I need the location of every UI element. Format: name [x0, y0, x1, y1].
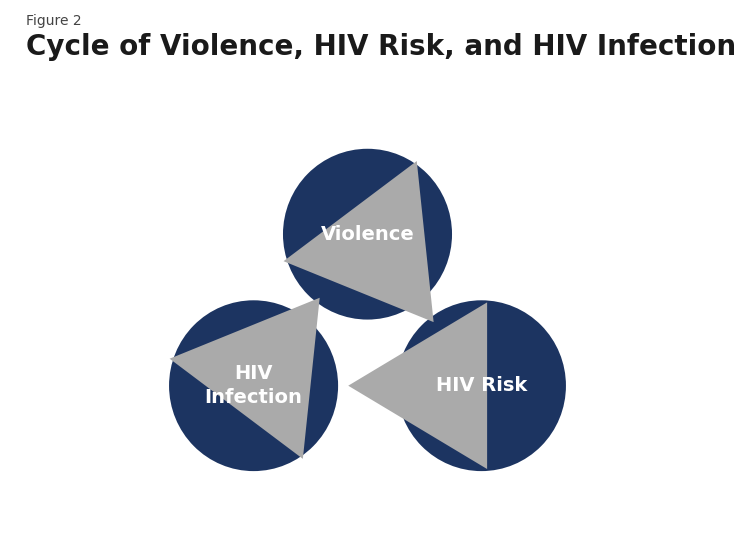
Text: KAISER: KAISER	[642, 484, 692, 497]
Ellipse shape	[397, 300, 566, 471]
Ellipse shape	[169, 300, 338, 471]
Text: HIV Risk: HIV Risk	[436, 376, 527, 395]
Text: FAMILY: FAMILY	[642, 500, 692, 514]
Text: HIV
Infection: HIV Infection	[204, 364, 303, 407]
Ellipse shape	[283, 149, 452, 320]
Text: Figure 2: Figure 2	[26, 14, 82, 28]
Text: Violence: Violence	[320, 225, 415, 244]
Text: THE HENRY J.: THE HENRY J.	[646, 474, 688, 479]
Text: FOUNDATION: FOUNDATION	[646, 522, 688, 527]
Text: Cycle of Violence, HIV Risk, and HIV Infection/Transmission: Cycle of Violence, HIV Risk, and HIV Inf…	[26, 33, 735, 61]
